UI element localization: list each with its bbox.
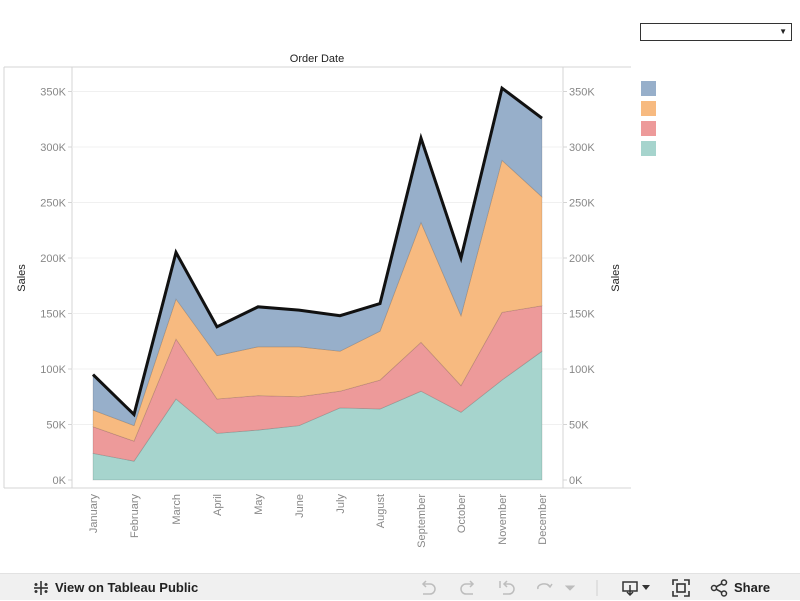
chart-title: Order Date — [290, 53, 344, 65]
fullscreen-button[interactable] — [672, 574, 690, 601]
x-tick-label: October — [456, 494, 468, 533]
y-tick-label-left: 350K — [40, 87, 66, 99]
legend-swatch-2[interactable] — [641, 121, 656, 136]
revert-icon — [498, 579, 516, 596]
y-tick-label-right: 250K — [569, 198, 595, 210]
refresh-icon — [536, 580, 554, 596]
dropdown-arrow-icon: ▼ — [779, 27, 787, 36]
caret-down-icon — [565, 584, 575, 592]
x-tick-label: April — [212, 494, 224, 516]
chart: Order Date 0K 50K 100K 150K 200K 250K 300K 350K… — [3, 53, 631, 548]
fullscreen-icon — [672, 578, 690, 597]
legend-swatch-4[interactable] — [641, 81, 656, 96]
x-tick-label: July — [335, 494, 347, 514]
y-tick-label-left: 50K — [46, 420, 66, 432]
x-tick-label: September — [416, 494, 428, 548]
y-axis-title-right: Sales — [610, 264, 622, 292]
x-tick-label: January — [88, 494, 100, 534]
view-on-tableau-public-label: View on Tableau Public — [55, 580, 199, 595]
legend — [641, 81, 656, 161]
y-tick-label-left: 200K — [40, 253, 66, 265]
y-tick-label-left: 100K — [40, 364, 66, 376]
y-tick-label-right: 100K — [569, 364, 595, 376]
download-button[interactable] — [621, 574, 650, 601]
share-label: Share — [734, 580, 771, 595]
redo-button[interactable] — [459, 574, 477, 601]
y-axis-title-left: Sales — [16, 264, 28, 292]
x-tick-label: August — [375, 494, 387, 528]
filter-dropdown[interactable]: ▼ — [640, 23, 792, 41]
y-tick-label-right: 350K — [569, 87, 595, 99]
refresh-dropdown-button[interactable] — [565, 574, 575, 601]
y-tick-label-right: 0K — [569, 475, 583, 487]
total-line — [91, 85, 543, 418]
undo-button[interactable] — [419, 574, 437, 601]
x-tick-label: December — [537, 494, 549, 545]
x-tick-label: May — [253, 494, 265, 515]
y-tick-label-left: 250K — [40, 198, 66, 210]
y-tick-label-right: 200K — [569, 253, 595, 265]
x-tick-label: March — [171, 494, 183, 525]
x-tick-label: June — [294, 494, 306, 518]
download-caret-icon — [642, 584, 650, 591]
y-tick-label-left: 300K — [40, 142, 66, 154]
y-tick-label-left: 150K — [40, 309, 66, 321]
y-tick-label-right: 150K — [569, 309, 595, 321]
legend-swatch-3[interactable] — [641, 101, 656, 116]
download-icon — [621, 579, 639, 597]
share-button[interactable]: Share — [710, 574, 770, 601]
y-tick-label-left: 0K — [53, 475, 67, 487]
revert-button[interactable] — [498, 574, 516, 601]
view-on-tableau-public-button[interactable]: View on Tableau Public — [33, 574, 198, 601]
y-tick-label-right: 300K — [569, 142, 595, 154]
toolbar-divider — [596, 574, 598, 601]
footer-toolbar: View on Tableau Public — [0, 573, 800, 600]
refresh-button[interactable] — [536, 574, 554, 601]
x-tick-label: February — [129, 494, 141, 539]
legend-swatch-1[interactable] — [641, 141, 656, 156]
tableau-logo-icon — [33, 580, 49, 596]
redo-icon — [459, 579, 477, 596]
x-tick-label: November — [497, 494, 509, 545]
undo-icon — [419, 579, 437, 596]
y-tick-label-right: 50K — [569, 420, 589, 432]
share-icon — [710, 578, 728, 597]
